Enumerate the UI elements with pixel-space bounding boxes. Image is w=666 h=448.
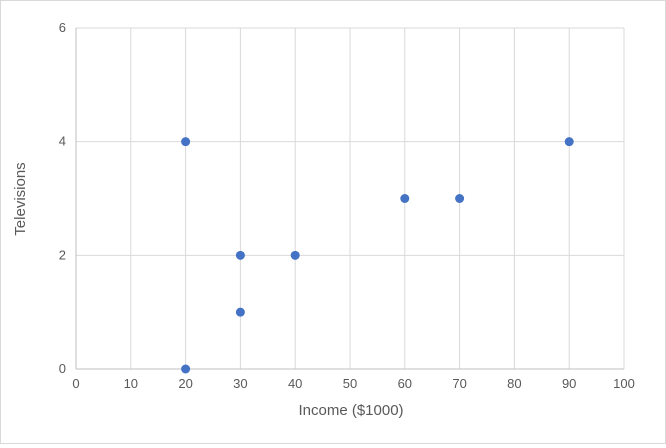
x-tick-label: 90 (562, 376, 576, 391)
y-tick-label: 0 (59, 361, 66, 376)
data-point (455, 194, 465, 203)
data-point (235, 307, 245, 317)
y-tick-label: 6 (59, 20, 66, 35)
axes (75, 28, 624, 370)
gridlines (76, 27, 625, 369)
x-tick-label: 60 (398, 376, 412, 391)
x-tick-label: 0 (72, 376, 79, 391)
y-axis-title: Televisions (12, 162, 29, 235)
x-tick-label: 50 (343, 376, 357, 391)
y-tick-label: 4 (59, 134, 66, 149)
y-tick-label: 2 (59, 247, 66, 262)
data-point (181, 364, 191, 374)
x-tick-label: 100 (613, 376, 635, 391)
data-points (181, 137, 574, 374)
x-axis-title: Income ($1000) (298, 402, 403, 419)
data-point (564, 137, 574, 147)
data-point (181, 137, 191, 147)
x-tick-label: 20 (178, 376, 192, 391)
data-point (290, 250, 300, 260)
data-point (235, 250, 245, 260)
x-tick-label: 30 (233, 376, 247, 391)
x-tick-label: 80 (507, 376, 521, 391)
x-tick-label: 40 (288, 376, 302, 391)
tick-labels: 0 10 20 30 40 50 60 70 80 90 100 0 2 4 6 (59, 20, 635, 391)
x-tick-label: 70 (452, 376, 466, 391)
data-point (400, 194, 410, 203)
x-tick-label: 10 (124, 376, 138, 391)
